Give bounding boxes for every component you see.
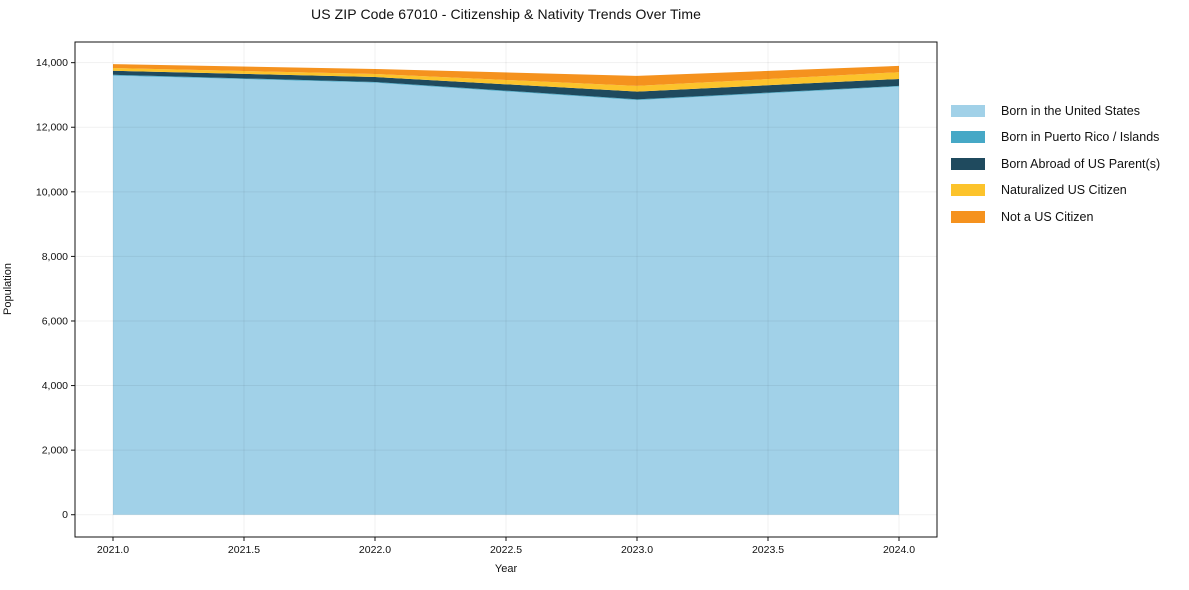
area-1 <box>112 75 900 515</box>
y-tick-label: 10,000 <box>36 186 68 198</box>
legend-label: Born in Puerto Rico / Islands <box>1001 130 1160 144</box>
x-tick-label: 2021.0 <box>97 544 129 556</box>
tick-marks <box>71 62 900 541</box>
legend-swatch-5 <box>951 210 985 223</box>
legend-item: Not a US Citizen <box>951 209 1160 224</box>
x-tick-label: 2022.5 <box>490 544 522 556</box>
x-axis-label: Year <box>494 563 518 575</box>
legend-item: Born in the United States <box>951 103 1160 118</box>
legend-label: Not a US Citizen <box>1001 209 1094 224</box>
legend-item: Born Abroad of US Parent(s) <box>951 156 1161 171</box>
y-tick-label: 0 <box>62 509 68 521</box>
y-tick-label: 2,000 <box>42 445 68 457</box>
legend-swatch-4 <box>951 184 985 196</box>
y-tick-label: 12,000 <box>36 122 68 134</box>
y-tick-label: 6,000 <box>42 315 68 327</box>
legend: Born in the United States Born in Puerto … <box>951 103 1161 224</box>
legend-label: Born in the United States <box>1001 103 1140 118</box>
y-tick-label: 14,000 <box>36 57 68 69</box>
x-tick-label: 2023.5 <box>752 544 784 556</box>
x-tick-label: 2021.5 <box>228 544 260 556</box>
area-5 <box>112 64 900 86</box>
area-4 <box>112 67 900 92</box>
x-tick-label: 2024.0 <box>883 544 915 556</box>
gridlines <box>75 42 937 537</box>
chart-title: US ZIP Code 67010 - Citizenship & Nativi… <box>310 6 702 22</box>
x-tick-label: 2023.0 <box>621 544 653 556</box>
area-series <box>112 64 900 515</box>
area-3 <box>112 70 900 100</box>
x-tick-label: 2022.0 <box>359 544 391 556</box>
legend-item: Born in Puerto Rico / Islands <box>951 130 1160 144</box>
legend-swatch-1 <box>951 104 985 117</box>
y-tick-label: 4,000 <box>42 380 68 392</box>
legend-label: Naturalized US Citizen <box>1001 183 1127 197</box>
y-axis-label: Population <box>2 263 14 315</box>
legend-label: Born Abroad of US Parent(s) <box>1001 156 1161 171</box>
area-2 <box>112 74 900 101</box>
tick-labels: 2021.0 2021.5 2022.0 2022.5 2023.0 2023.5 2024… <box>36 57 915 556</box>
legend-swatch-2 <box>951 131 985 143</box>
legend-item: Naturalized US Citizen <box>951 183 1160 197</box>
y-tick-label: 8,000 <box>42 251 68 263</box>
legend-swatch-3 <box>951 157 985 170</box>
